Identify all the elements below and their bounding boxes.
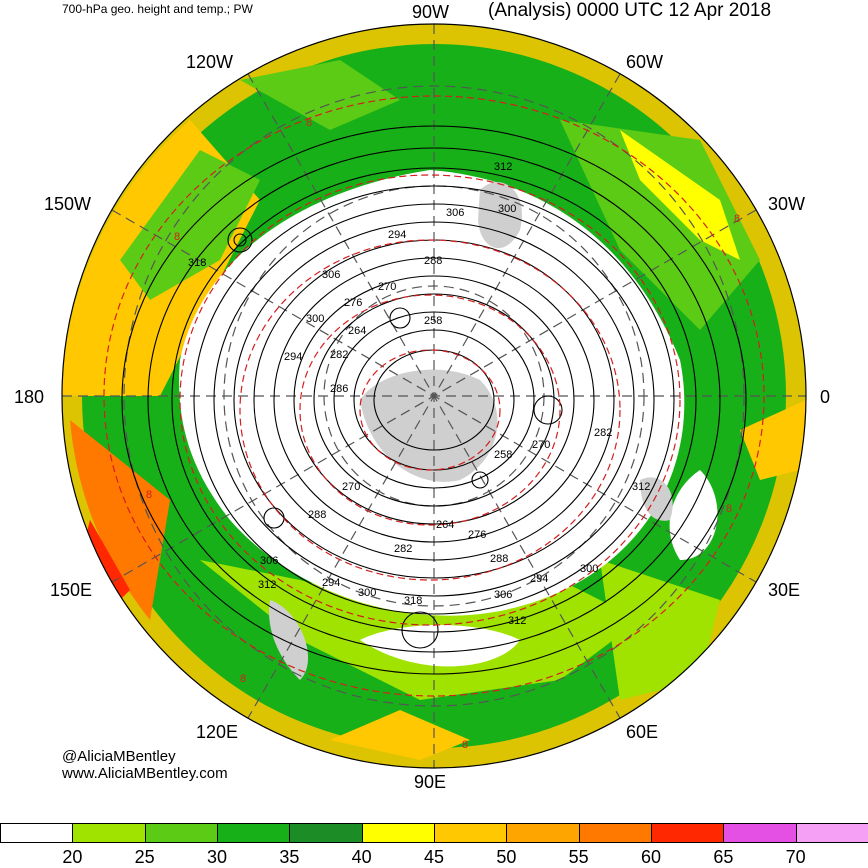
height-label: 312 xyxy=(258,579,276,591)
height-label: 294 xyxy=(388,229,406,241)
polar-map: 312 306 300 294 288 318 306 300 294 270 … xyxy=(61,23,807,769)
colorbar xyxy=(0,823,868,843)
height-label-group: 312 306 300 294 288 318 306 300 294 270 … xyxy=(188,161,650,627)
colorbar-tick-label: 65 xyxy=(713,847,734,867)
height-label: 306 xyxy=(446,207,464,219)
height-label: 312 xyxy=(632,481,650,493)
temperature-label: 8 xyxy=(146,489,152,501)
lon-label-120w: 120W xyxy=(186,52,234,72)
lon-label-30w: 30W xyxy=(768,194,806,214)
height-label: 288 xyxy=(424,255,442,267)
lon-label-150e: 150E xyxy=(50,580,93,600)
lon-label-0: 0 xyxy=(820,387,831,407)
height-label: 282 xyxy=(594,427,612,439)
pw-shading xyxy=(62,24,806,768)
height-label: 276 xyxy=(344,297,362,309)
height-label: 318 xyxy=(404,595,422,607)
colorbar-tick-label: 45 xyxy=(423,847,445,867)
temperature-label: 8 xyxy=(240,673,246,685)
colorbar-cell xyxy=(723,823,797,843)
lon-label-120e: 120E xyxy=(196,722,239,742)
lon-label-180: 180 xyxy=(14,387,45,407)
height-label: 258 xyxy=(424,315,442,327)
colorbar-tick-label: 70 xyxy=(785,847,806,867)
colorbar-cell xyxy=(217,823,291,843)
lon-label-60w: 60W xyxy=(626,52,664,72)
height-contours xyxy=(121,125,747,675)
height-label: 312 xyxy=(508,615,526,627)
chart-title-left: 700-hPa geo. height and temp.; PW xyxy=(62,2,253,16)
height-label: 294 xyxy=(530,573,548,585)
temperature-label: 8 xyxy=(726,503,732,515)
colorbar-tick-label: 25 xyxy=(134,847,155,867)
height-label: 258 xyxy=(494,449,512,461)
colorbar-tick-label: 50 xyxy=(496,847,517,867)
height-label: 282 xyxy=(330,349,348,361)
height-label: 270 xyxy=(342,481,360,493)
temperature-label: 8 xyxy=(734,213,740,225)
colorbar-tick-label: 30 xyxy=(206,847,228,867)
colorbar-tick-label: 20 xyxy=(62,847,83,867)
height-label: 288 xyxy=(490,553,508,565)
colorbar-cell xyxy=(795,823,868,843)
height-label: 288 xyxy=(308,509,326,521)
colorbar-cell xyxy=(651,823,725,843)
colorbar-tick-label: 60 xyxy=(640,847,662,867)
lon-label-90w: 90W xyxy=(412,2,450,22)
height-label: 300 xyxy=(358,587,376,599)
lon-label-30e: 30E xyxy=(768,580,801,600)
colorbar-cell xyxy=(0,823,74,843)
credit-website: www.AliciaMBentley.com xyxy=(62,765,228,782)
height-label: 270 xyxy=(378,281,396,293)
height-label: 264 xyxy=(436,519,454,531)
height-label: 318 xyxy=(188,257,206,269)
height-label: 276 xyxy=(468,529,486,541)
colorbar-cell xyxy=(289,823,363,843)
colorbar-cell xyxy=(72,823,146,843)
colorbar-tick-label: 55 xyxy=(568,847,589,867)
temperature-label-group: 8 8 8 8 8 8 8 xyxy=(146,117,740,751)
colorbar-cell xyxy=(506,823,580,843)
height-label: 300 xyxy=(306,313,324,325)
temperature-label: 8 xyxy=(306,117,312,129)
height-label: 286 xyxy=(330,383,348,395)
height-label: 300 xyxy=(580,563,598,575)
map-boundary xyxy=(61,23,807,769)
height-label: 294 xyxy=(284,351,302,363)
colorbar-tick-label: 40 xyxy=(351,847,372,867)
temperature-label: 8 xyxy=(462,739,468,751)
chart-title-right: (Analysis) 0000 UTC 12 Apr 2018 xyxy=(488,0,772,21)
colorbar-tick-label: 35 xyxy=(279,847,300,867)
lon-label-60e: 60E xyxy=(626,722,659,742)
height-label: 300 xyxy=(498,203,516,215)
colorbar-cell xyxy=(144,823,218,843)
temperature-label: 8 xyxy=(174,231,180,243)
colorbar-cell xyxy=(578,823,652,843)
colorbar-cell xyxy=(361,823,435,843)
height-label: 306 xyxy=(260,555,278,567)
height-label: 294 xyxy=(322,577,340,589)
height-label: 306 xyxy=(322,269,340,281)
lon-label-150w: 150W xyxy=(44,194,92,214)
height-label: 312 xyxy=(494,161,512,173)
credit-twitter: @AliciaMBentley xyxy=(62,748,176,765)
height-label: 306 xyxy=(494,589,512,601)
temperature-contours xyxy=(103,95,765,697)
colorbar-cell xyxy=(434,823,508,843)
lon-label-90e: 90E xyxy=(414,772,447,792)
height-label: 264 xyxy=(348,325,366,337)
height-label: 282 xyxy=(394,543,412,555)
graticule xyxy=(62,24,806,768)
height-label: 270 xyxy=(532,439,550,451)
